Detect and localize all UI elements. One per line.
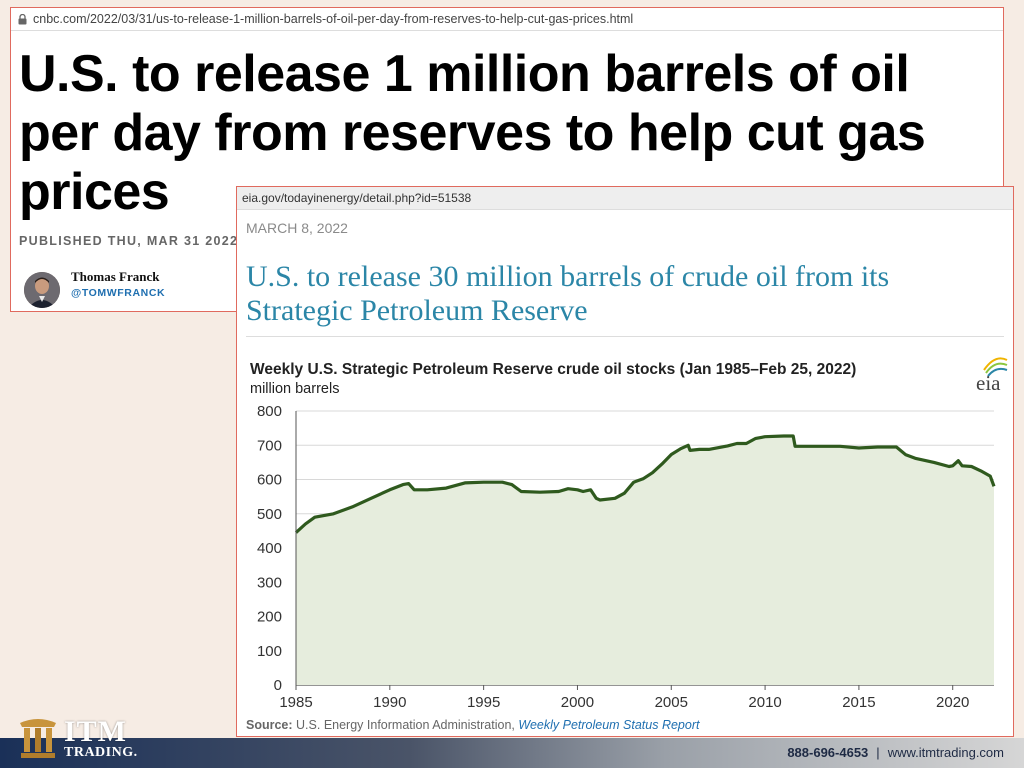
y-tick-label: 200 (257, 609, 282, 626)
footer-separator: | (876, 745, 880, 760)
published-date: PUBLISHED THU, MAR 31 2022 - (19, 234, 249, 248)
footer-website[interactable]: www.itmtrading.com (887, 745, 1004, 760)
x-tick-label: 2000 (561, 694, 594, 711)
author-avatar (24, 272, 60, 308)
x-tick-label: 1985 (279, 694, 312, 711)
headline-divider (246, 336, 1004, 337)
eia-logo: eia (976, 357, 1008, 395)
itm-trading-logo: ITM TRADING. (18, 715, 168, 765)
eia-headline: U.S. to release 30 million barrels of cr… (246, 260, 1006, 328)
y-tick-label: 300 (257, 574, 282, 591)
cnbc-headline-line2: per day from reserves to help cut gas (19, 104, 926, 162)
chart-source: Source: U.S. Energy Information Administ… (246, 718, 699, 732)
cnbc-headline-line3: prices (19, 163, 170, 221)
x-tick-label: 2010 (748, 694, 781, 711)
footer-bar: 888-696-4653 | www.itmtrading.com (0, 738, 1024, 768)
x-tick-label: 2015 (842, 694, 875, 711)
y-tick-label: 700 (257, 437, 282, 454)
cnbc-headline-line1: U.S. to release 1 million barrels of oil (19, 45, 910, 103)
y-tick-label: 600 (257, 472, 282, 489)
logo-trading-text: TRADING. (64, 745, 138, 760)
cnbc-headline: U.S. to release 1 million barrels of oil… (11, 31, 1003, 222)
eia-logo-text: eia (976, 371, 1001, 395)
cnbc-url-bar[interactable]: cnbc.com/2022/03/31/us-to-release-1-mill… (11, 8, 1003, 30)
cnbc-url-text: cnbc.com/2022/03/31/us-to-release-1-mill… (33, 12, 634, 26)
series-area-fill (296, 436, 994, 685)
chart-title: Weekly U.S. Strategic Petroleum Reserve … (250, 361, 856, 378)
url-divider (11, 30, 1003, 31)
eia-headline-line1: U.S. to release 30 million barrels of cr… (246, 260, 890, 293)
y-tick-label: 400 (257, 540, 282, 557)
eia-url-text: eia.gov/todayinenergy/detail.php?id=5153… (242, 191, 472, 205)
chart-y-axis-label: million barrels (250, 381, 339, 397)
logo-itm-text: ITM (64, 715, 127, 748)
y-tick-label: 800 (257, 403, 282, 420)
x-tick-label: 2020 (936, 694, 969, 711)
footer-contact: 888-696-4653 | www.itmtrading.com (787, 745, 1004, 760)
eia-url-bar[interactable]: eia.gov/todayinenergy/detail.php?id=5153… (237, 187, 1013, 210)
x-tick-label: 1990 (373, 694, 406, 711)
eia-date: MARCH 8, 2022 (246, 220, 348, 236)
source-label: Source: (246, 718, 293, 732)
footer-phone[interactable]: 888-696-4653 (787, 745, 869, 760)
spr-stocks-chart: Weekly U.S. Strategic Petroleum Reserve … (250, 357, 1008, 711)
x-tick-label: 2005 (655, 694, 688, 711)
author-handle[interactable]: @TOMWFRANCK (71, 287, 166, 299)
series-line-spr-stocks (294, 434, 996, 534)
cnbc-article-card: cnbc.com/2022/03/31/us-to-release-1-mill… (10, 7, 1004, 312)
y-tick-label: 100 (257, 643, 282, 660)
lock-icon (18, 13, 27, 24)
eia-article-card: eia.gov/todayinenergy/detail.php?id=5153… (236, 186, 1014, 737)
column-logo-icon (20, 719, 56, 758)
source-org: U.S. Energy Information Administration, (296, 718, 515, 732)
source-link[interactable]: Weekly Petroleum Status Report (518, 718, 700, 732)
y-tick-label: 0 (274, 677, 282, 694)
eia-headline-line2: Strategic Petroleum Reserve (246, 294, 588, 327)
y-tick-label: 500 (257, 506, 282, 523)
x-tick-label: 1995 (467, 694, 500, 711)
author-name[interactable]: Thomas Franck (71, 269, 160, 284)
